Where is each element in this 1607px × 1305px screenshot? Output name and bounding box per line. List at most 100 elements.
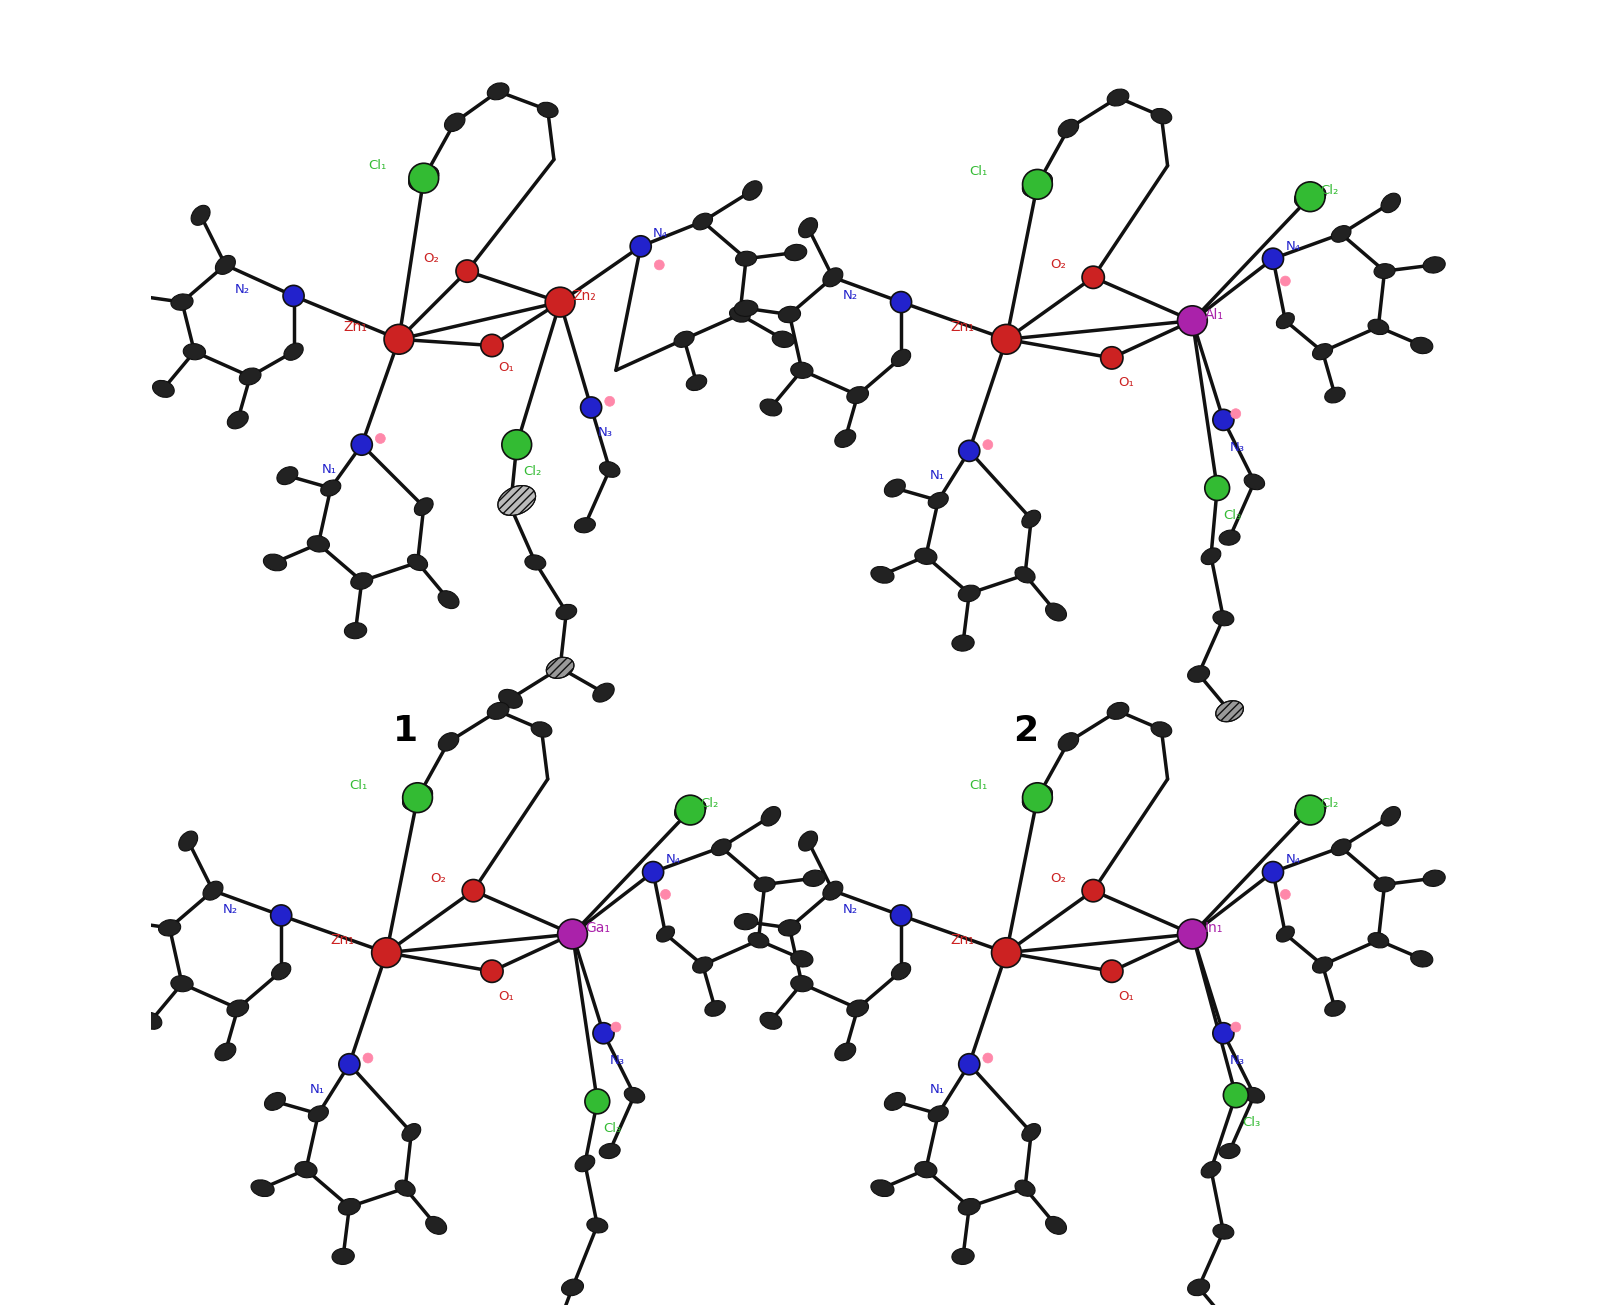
Text: N₃: N₃ xyxy=(1229,1054,1244,1067)
Ellipse shape xyxy=(537,102,558,117)
Ellipse shape xyxy=(191,205,211,226)
Ellipse shape xyxy=(593,1023,614,1044)
Ellipse shape xyxy=(339,1053,360,1075)
Text: O₂: O₂ xyxy=(424,252,440,265)
Ellipse shape xyxy=(284,343,304,360)
Ellipse shape xyxy=(1200,548,1221,565)
Text: N₄: N₄ xyxy=(1286,240,1300,253)
Text: 2: 2 xyxy=(1012,714,1038,748)
Ellipse shape xyxy=(599,462,620,478)
Ellipse shape xyxy=(339,1198,360,1215)
Ellipse shape xyxy=(884,1092,905,1111)
Text: N₄: N₄ xyxy=(1286,853,1300,867)
Ellipse shape xyxy=(114,913,138,929)
Ellipse shape xyxy=(914,1161,937,1178)
Text: Cl₁: Cl₁ xyxy=(969,779,987,792)
Text: O₁: O₁ xyxy=(1118,376,1135,389)
Text: N₁: N₁ xyxy=(929,470,945,482)
Ellipse shape xyxy=(1223,1083,1249,1108)
Ellipse shape xyxy=(1213,1023,1234,1044)
Ellipse shape xyxy=(1374,877,1395,891)
Ellipse shape xyxy=(742,181,762,200)
Ellipse shape xyxy=(1313,957,1332,974)
Ellipse shape xyxy=(1295,795,1326,825)
Ellipse shape xyxy=(1220,1143,1241,1159)
Ellipse shape xyxy=(239,368,260,385)
Ellipse shape xyxy=(657,927,675,942)
Ellipse shape xyxy=(1151,722,1172,737)
Ellipse shape xyxy=(890,291,911,313)
Ellipse shape xyxy=(1380,806,1400,826)
Ellipse shape xyxy=(309,1105,328,1122)
Ellipse shape xyxy=(501,429,532,459)
Ellipse shape xyxy=(951,1249,974,1265)
Ellipse shape xyxy=(363,1053,373,1064)
Text: Cl₂: Cl₂ xyxy=(522,466,542,479)
Ellipse shape xyxy=(215,256,235,274)
Ellipse shape xyxy=(403,783,432,813)
Ellipse shape xyxy=(501,499,521,515)
Text: Cl₃: Cl₃ xyxy=(1242,1116,1260,1129)
Ellipse shape xyxy=(884,479,905,497)
Ellipse shape xyxy=(1324,388,1345,403)
Ellipse shape xyxy=(791,976,813,992)
Text: Al₁: Al₁ xyxy=(1205,308,1225,321)
Text: N₃: N₃ xyxy=(1229,441,1244,454)
Ellipse shape xyxy=(1276,313,1294,329)
Ellipse shape xyxy=(227,1000,249,1017)
Ellipse shape xyxy=(660,890,670,899)
Ellipse shape xyxy=(992,325,1022,354)
Ellipse shape xyxy=(463,880,484,902)
Ellipse shape xyxy=(127,288,151,304)
Ellipse shape xyxy=(1220,530,1241,545)
Ellipse shape xyxy=(276,467,297,484)
Ellipse shape xyxy=(1216,701,1244,722)
Ellipse shape xyxy=(791,950,813,967)
Ellipse shape xyxy=(593,684,614,702)
Ellipse shape xyxy=(604,397,614,406)
Ellipse shape xyxy=(251,1180,275,1197)
Ellipse shape xyxy=(272,963,291,980)
Ellipse shape xyxy=(675,795,705,825)
Ellipse shape xyxy=(1276,927,1294,942)
Ellipse shape xyxy=(498,485,535,515)
Ellipse shape xyxy=(914,548,937,565)
Text: N₃: N₃ xyxy=(598,425,612,438)
Ellipse shape xyxy=(611,1022,620,1032)
Ellipse shape xyxy=(1213,611,1234,626)
Ellipse shape xyxy=(599,1143,620,1159)
Ellipse shape xyxy=(1213,410,1234,431)
Ellipse shape xyxy=(1200,1161,1221,1178)
Ellipse shape xyxy=(799,218,818,238)
Ellipse shape xyxy=(693,213,712,230)
Ellipse shape xyxy=(871,1180,893,1197)
Text: Cl₃: Cl₃ xyxy=(604,1122,622,1135)
Text: O₂: O₂ xyxy=(1049,872,1065,885)
Ellipse shape xyxy=(140,1013,162,1030)
Ellipse shape xyxy=(371,938,402,967)
Text: Cl₂: Cl₂ xyxy=(1319,184,1339,197)
Text: In₁: In₁ xyxy=(1205,921,1223,934)
Ellipse shape xyxy=(159,920,180,936)
Ellipse shape xyxy=(307,535,329,552)
Ellipse shape xyxy=(384,325,415,354)
Ellipse shape xyxy=(1263,248,1284,269)
Ellipse shape xyxy=(487,702,509,719)
Ellipse shape xyxy=(1107,89,1128,106)
Ellipse shape xyxy=(574,518,595,532)
Text: O₂: O₂ xyxy=(1049,258,1065,271)
Ellipse shape xyxy=(402,786,432,810)
Ellipse shape xyxy=(847,1000,868,1017)
Ellipse shape xyxy=(575,1155,595,1172)
Ellipse shape xyxy=(1281,277,1290,286)
Ellipse shape xyxy=(1022,172,1053,197)
Ellipse shape xyxy=(892,350,911,367)
Ellipse shape xyxy=(1046,1216,1067,1235)
Text: N₃: N₃ xyxy=(609,1054,625,1067)
Text: O₁: O₁ xyxy=(498,989,514,1002)
Ellipse shape xyxy=(871,566,893,583)
Ellipse shape xyxy=(762,806,781,826)
Ellipse shape xyxy=(585,1088,609,1113)
Ellipse shape xyxy=(799,831,818,851)
Ellipse shape xyxy=(408,163,439,193)
